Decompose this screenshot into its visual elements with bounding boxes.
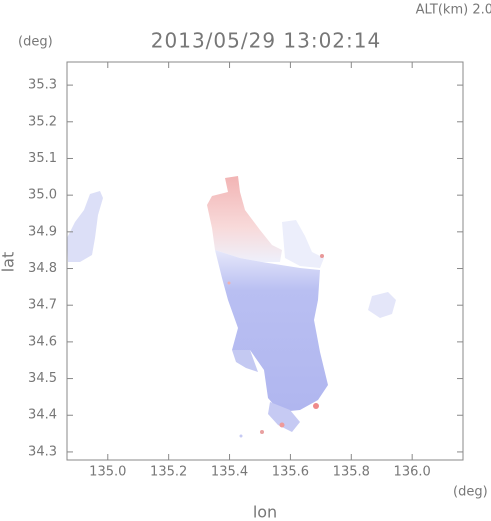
echo-east	[368, 292, 396, 318]
echo-main	[215, 250, 328, 412]
y-tick-label: 34.7	[28, 298, 57, 313]
x-tick-label: 136.0	[394, 465, 431, 480]
echo-cell	[313, 403, 319, 409]
x-tick-label: 135.6	[272, 465, 309, 480]
echo-cell	[227, 281, 231, 285]
echo-south	[268, 402, 300, 432]
echo-fragment	[232, 350, 258, 372]
echo-cell	[239, 434, 243, 438]
altitude-label: ALT(km) 2.0	[416, 3, 491, 18]
y-tick-label: 34.5	[28, 371, 57, 386]
echo-north	[207, 176, 282, 262]
chart-title: 2013/05/29 13:02:14	[151, 29, 381, 53]
x-tick-label: 135.0	[89, 465, 126, 480]
x-tick-label: 135.2	[150, 465, 187, 480]
echo-northeast	[282, 220, 324, 268]
x-label: lon	[253, 503, 277, 521]
y-tick-label: 34.9	[28, 224, 57, 239]
y-label: lat	[0, 252, 18, 273]
x-tick-label: 135.8	[333, 465, 370, 480]
plot-frame	[66, 61, 464, 461]
y-tick-label: 35.3	[28, 78, 57, 93]
y-tick-label: 34.8	[28, 261, 57, 276]
y-tick-label: 34.3	[28, 444, 57, 459]
echo-cell	[260, 430, 264, 434]
y-tick-label: 35.1	[28, 151, 57, 166]
echo-west	[67, 191, 103, 262]
y-tick-label: 35.0	[28, 188, 57, 203]
x-unit: (deg)	[453, 485, 488, 500]
x-tick-label: 135.4	[211, 465, 248, 480]
radar-echo	[67, 176, 396, 438]
y-tick-label: 35.2	[28, 114, 57, 129]
y-tick-label: 34.4	[28, 408, 57, 423]
y-unit: (deg)	[18, 35, 53, 50]
echo-cell	[279, 422, 285, 428]
y-tick-label: 34.6	[28, 334, 57, 349]
echo-cell	[320, 254, 324, 258]
